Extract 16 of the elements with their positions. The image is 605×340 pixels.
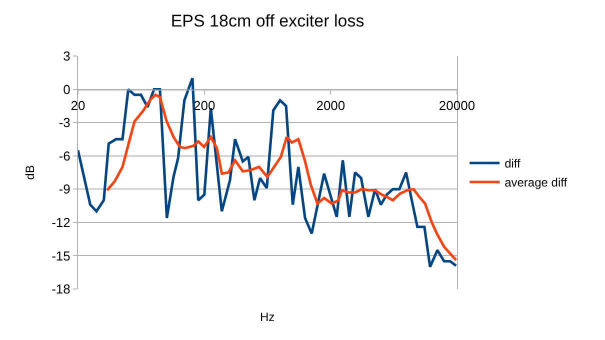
legend-label: diff (504, 156, 522, 171)
y-axis-title: dB (22, 165, 37, 180)
y-tick-label: -15 (52, 248, 70, 264)
y-tick-label: 0 (63, 82, 70, 97)
x-tick-label: 20000 (438, 98, 476, 113)
x-tick-label: 20 (70, 98, 86, 113)
x-axis-title: Hz (260, 310, 275, 324)
y-tick-label: 3 (63, 48, 70, 64)
legend-label: average diff (504, 176, 568, 190)
y-tick-label: -9 (58, 182, 70, 197)
y-tick-label: -6 (58, 148, 70, 164)
chart-title: EPS 18cm off exciter loss (170, 11, 364, 30)
y-tick-label: -12 (52, 214, 70, 230)
y-tick-label: -3 (58, 115, 70, 130)
x-tick-label: 2000 (316, 98, 346, 113)
y-tick-label: -18 (52, 282, 70, 297)
